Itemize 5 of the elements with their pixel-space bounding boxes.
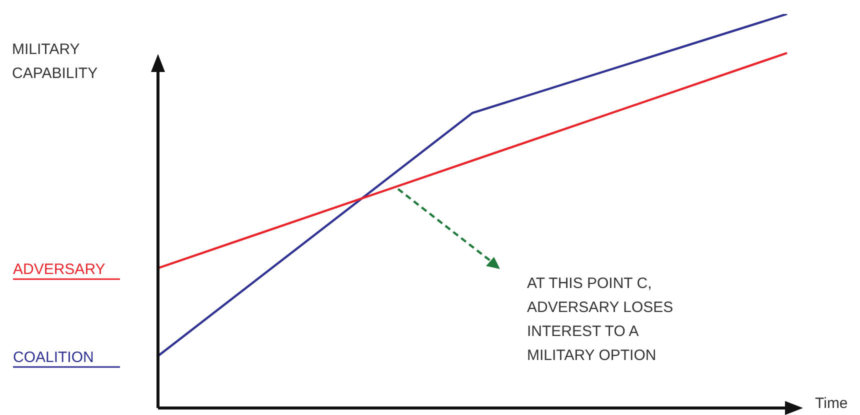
text: ADVERSARY [13, 261, 106, 278]
text: COALITION [13, 348, 94, 366]
annotation: AT THIS POINT C, ADVERSARY LOSES INTEREST TO A MILITARY OPTION [527, 274, 674, 366]
y-axis-title: MILITARY CAPABILITY [12, 40, 99, 84]
x-axis-title: Time [815, 394, 848, 414]
